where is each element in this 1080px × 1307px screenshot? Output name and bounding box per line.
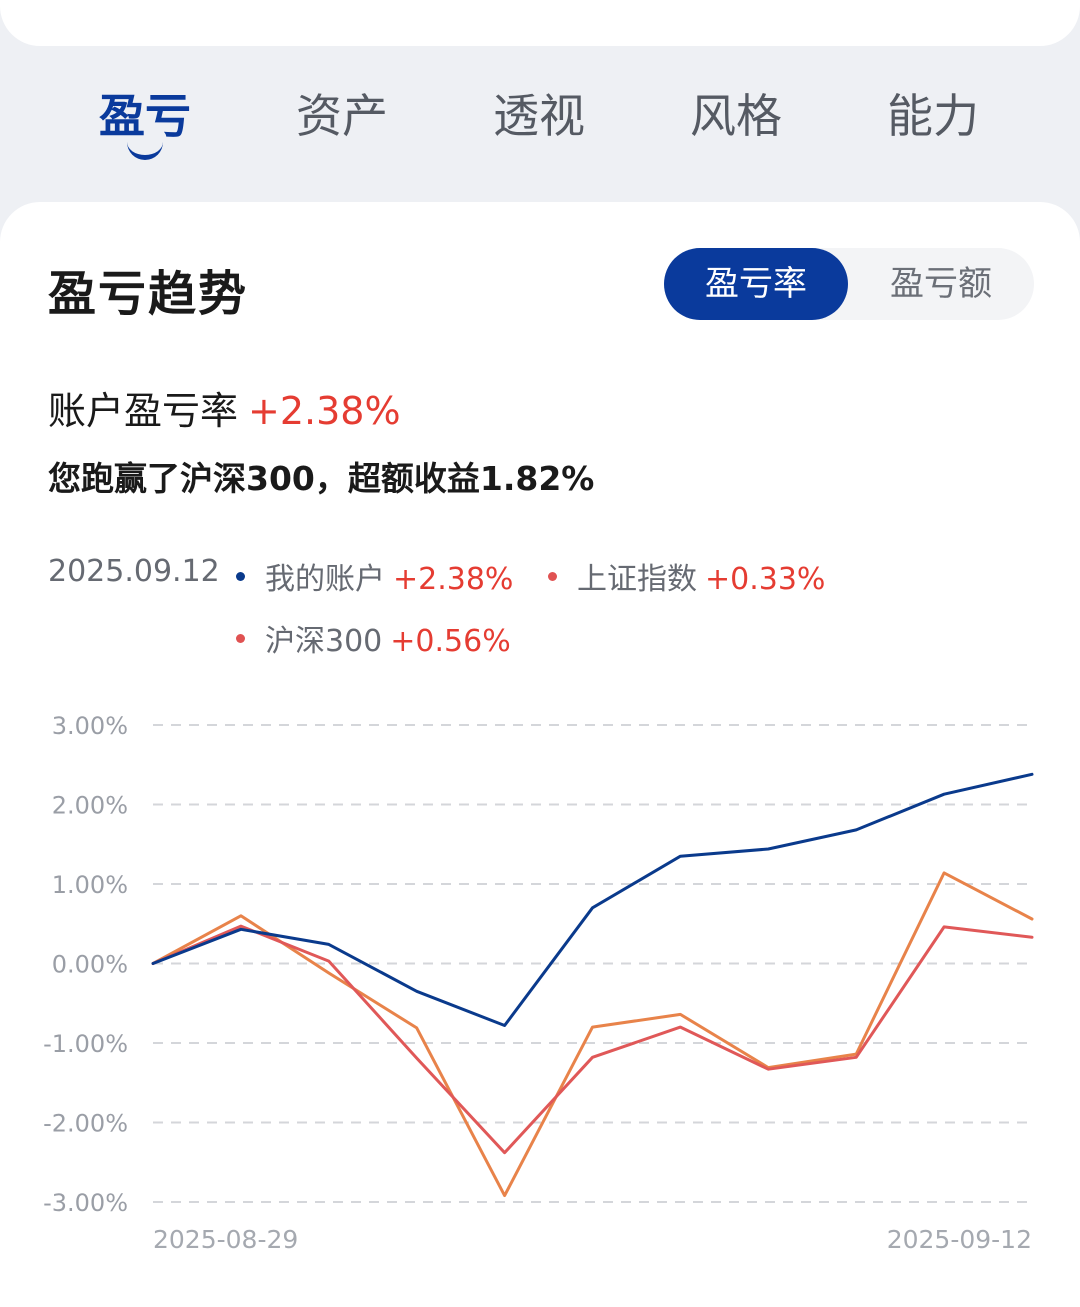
tab-assets[interactable]: 资产 (296, 89, 388, 143)
x-tick-label-end: 2025-09-12 (887, 1225, 1032, 1254)
legend-date: 2025.09.12 (48, 554, 220, 589)
metric-toggle: 盈亏率 盈亏额 (664, 248, 1034, 320)
legend-item-account: 我的账户 +2.38% (236, 554, 513, 598)
account-rate-value: +2.38% (248, 389, 401, 433)
series-line-1 (151, 924, 1034, 1155)
top-card (0, 0, 1080, 46)
profit-loss-chart[interactable]: 3.00% 2.00% 1.00% 0.00% -1.00% -2.00% -3.00% 20… (0, 690, 1080, 1270)
legend-dot-icon (236, 634, 245, 643)
legend-item-sse: 上证指数 +0.33% (548, 554, 825, 598)
toggle-amount-button[interactable]: 盈亏额 (890, 264, 992, 304)
series-line-2 (151, 871, 1034, 1198)
y-tick-label: -1.00% (43, 1030, 128, 1058)
y-tick-label: 2.00% (52, 792, 128, 820)
legend-label: 上证指数 (577, 562, 697, 597)
legend-dot-icon (236, 572, 245, 581)
active-tab-indicator (127, 142, 163, 160)
legend-value: +0.33% (705, 562, 826, 597)
tab-style[interactable]: 风格 (690, 89, 782, 143)
y-tick-label: -3.00% (43, 1189, 128, 1217)
legend-item-csi300: 沪深300 +0.56% (236, 616, 511, 660)
tab-insight[interactable]: 透视 (493, 89, 585, 143)
y-tick-label: 3.00% (52, 712, 128, 740)
tab-profit-loss[interactable]: 盈亏 (99, 89, 191, 143)
toggle-rate-button[interactable]: 盈亏率 (664, 248, 848, 320)
legend-value: +0.56% (390, 624, 511, 659)
excess-return-summary: 您跑赢了沪深300，超额收益1.82% (48, 459, 595, 498)
x-tick-label-start: 2025-08-29 (153, 1225, 298, 1254)
y-tick-label: 0.00% (52, 951, 128, 979)
tab-bar: 盈亏 资产 透视 风格 能力 (0, 80, 1080, 170)
account-rate-label: 账户盈亏率 (48, 389, 239, 433)
legend-value: +2.38% (393, 562, 514, 597)
tab-ability[interactable]: 能力 (887, 89, 979, 143)
legend-label: 沪深300 (265, 624, 383, 659)
account-rate: 账户盈亏率 +2.38% (48, 380, 401, 435)
y-tick-label: -2.00% (43, 1110, 128, 1138)
legend-dot-icon (548, 572, 557, 581)
legend-label: 我的账户 (265, 562, 385, 597)
y-tick-label: 1.00% (52, 871, 128, 899)
section-title: 盈亏趋势 (48, 266, 249, 322)
series-line-0 (151, 772, 1034, 1027)
